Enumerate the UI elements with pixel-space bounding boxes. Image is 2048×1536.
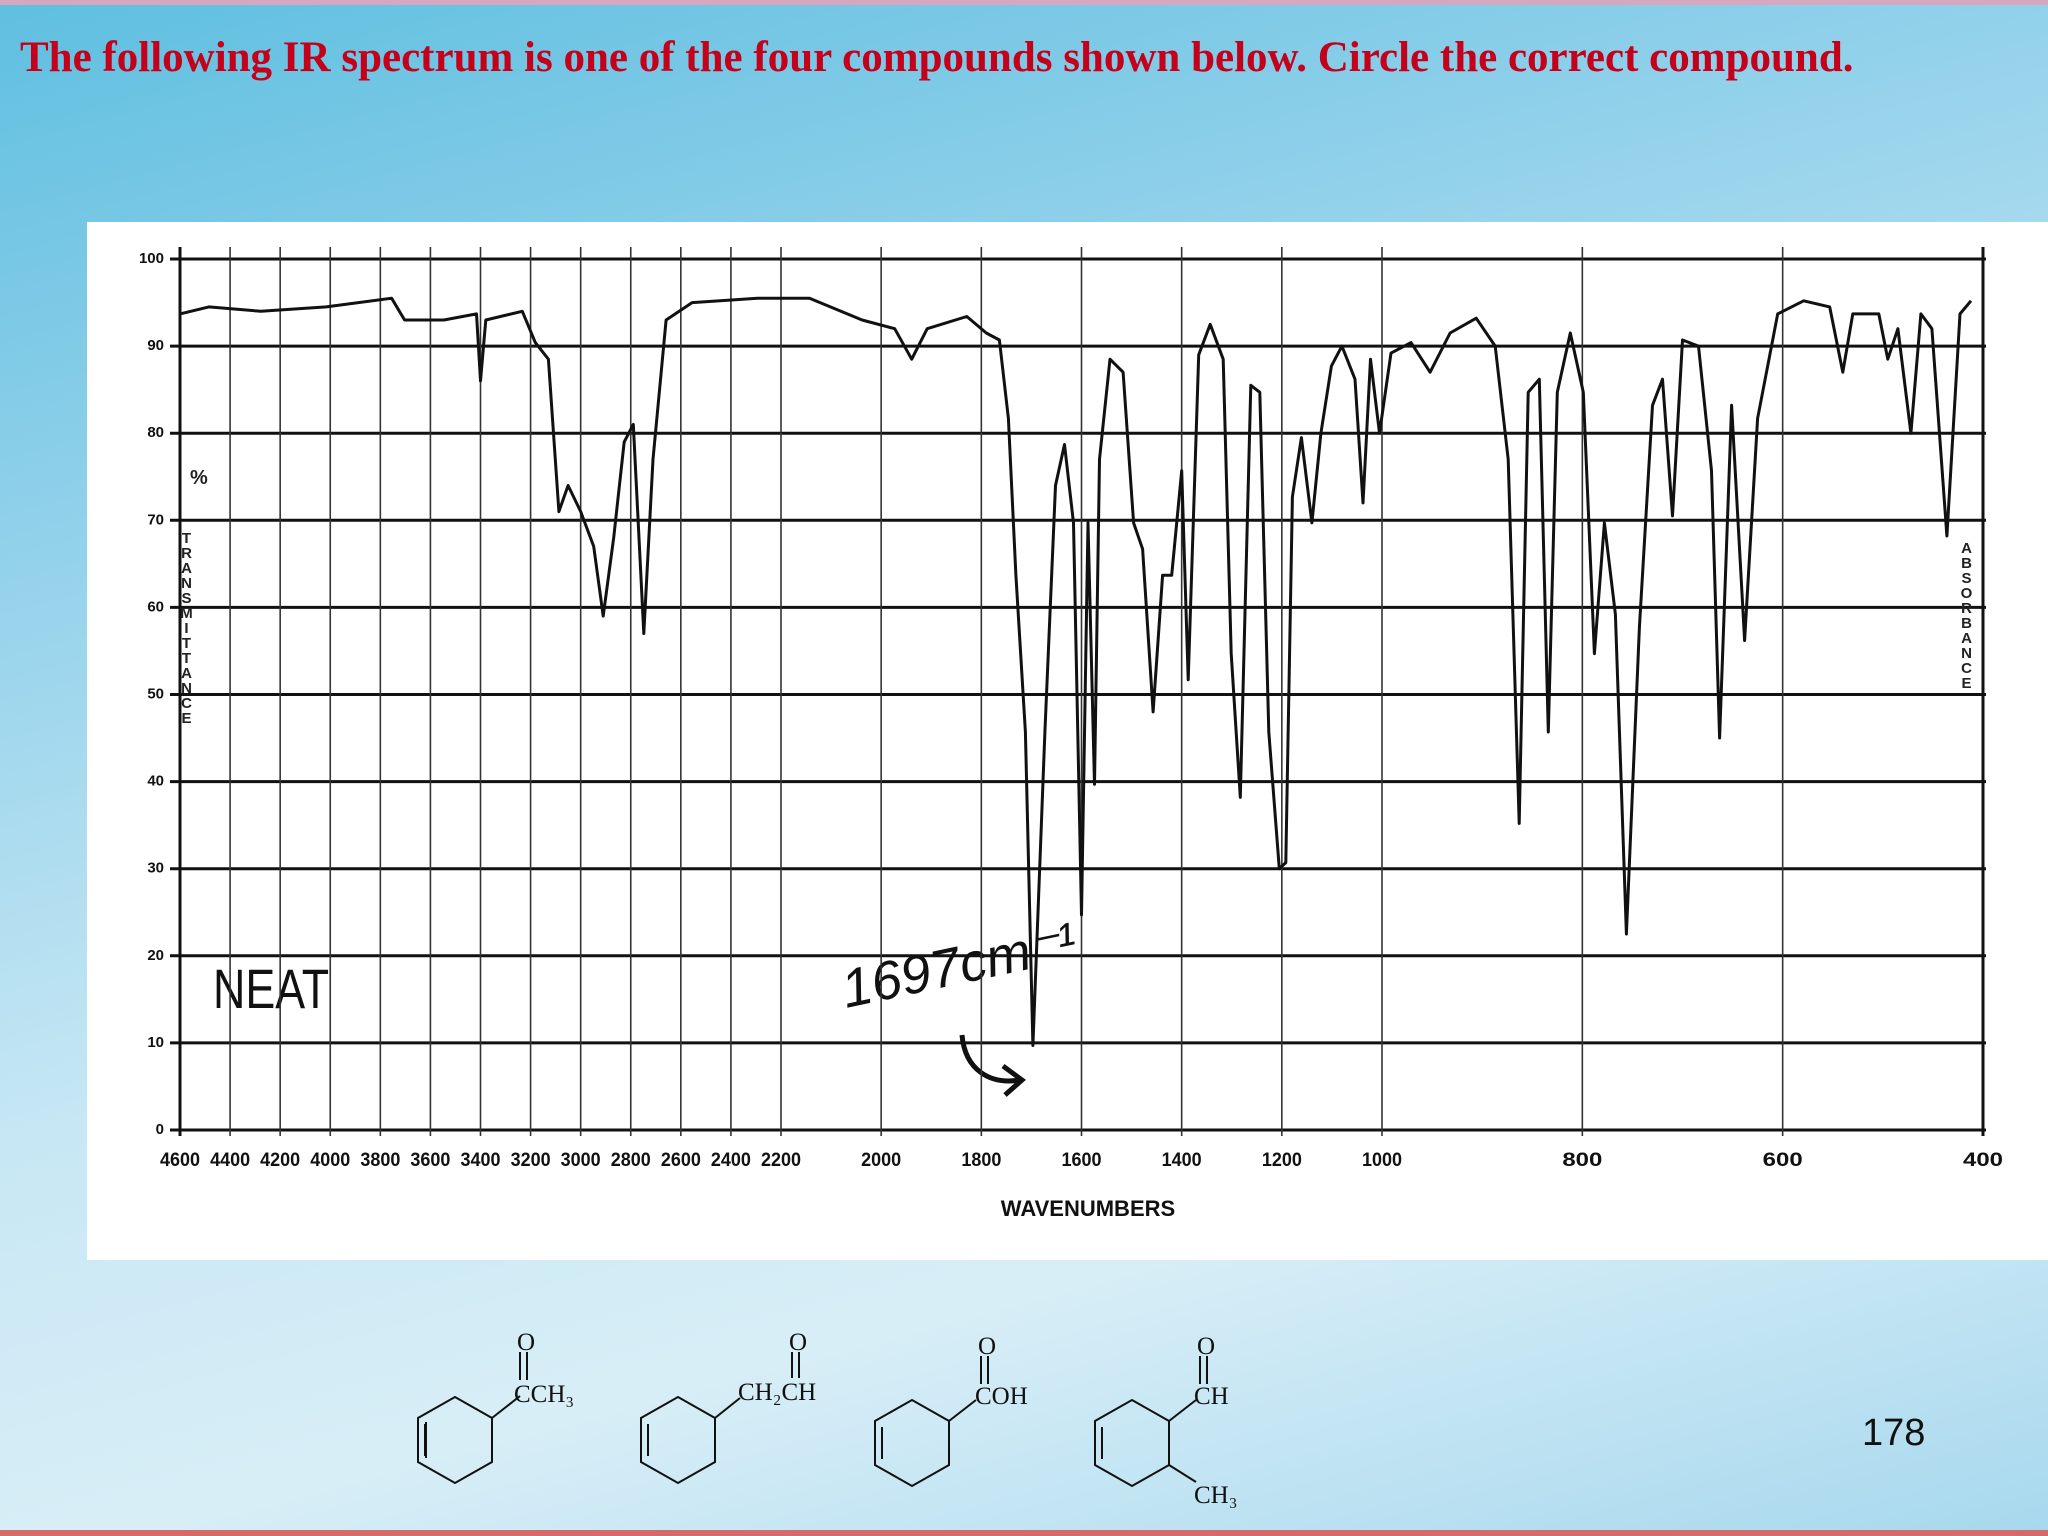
x-tick-label: 2000 [861,1150,901,1171]
annotation: NEAT [213,957,329,1020]
slide-title: The following IR spectrum is one of the … [20,34,1854,81]
bond [491,1395,521,1419]
y-tick-label: 60 [147,598,164,615]
x-tick-label: 4400 [210,1150,250,1171]
x-tick-label: 2800 [611,1150,651,1171]
annotation: 1697cm⁻¹ [836,911,1082,1019]
x-tick-label: 4000 [310,1150,350,1171]
x-tick-label: 600 [1763,1150,1803,1171]
y-tick-label: 30 [147,860,164,877]
y-tick-label: 20 [147,947,164,964]
spectrum-panel [87,222,2048,1260]
x-tick-label: 3000 [561,1150,601,1171]
x-tick-label: 2600 [661,1150,701,1171]
x-tick-label: 3800 [360,1150,400,1171]
x-tick-label: 2400 [711,1150,751,1171]
x-tick-label: 3600 [410,1150,450,1171]
benzene-ring [640,1395,716,1485]
x-tick-label: 1200 [1262,1150,1302,1171]
bottom-bar [0,1530,2048,1536]
group-label: CH₂CH [738,1379,816,1406]
oxygen-label: O [517,1329,535,1356]
y-unit: % [190,467,208,489]
page-number: 178 [1862,1412,1926,1454]
oxygen-label: O [789,1329,807,1356]
group-label: CCH₃ [514,1381,574,1408]
top-bar [0,0,2048,5]
bond [1168,1399,1197,1422]
y2-axis-label: ABSORBANCE [1958,540,1975,690]
benzene-ring [1094,1398,1170,1488]
group-label: CH [1194,1383,1229,1410]
y-tick-label: 90 [147,337,164,354]
x-axis-label: WAVENUMBERS [1001,1196,1175,1221]
y-axis-label: TRANSMITTANCE [178,530,195,725]
bond [1168,1464,1197,1483]
structures [417,1352,1208,1488]
x-tick-label: 1800 [961,1150,1001,1171]
x-tick-label: 4200 [260,1150,300,1171]
x-tick-label: 3200 [511,1150,551,1171]
bond [714,1397,741,1419]
x-tick-label: 400 [1963,1150,2003,1171]
y-tick-label: 80 [147,424,164,441]
benzene-ring [417,1395,493,1485]
spectrum-line [179,296,1973,1047]
y-tick-label: 100 [139,250,164,267]
x-tick-label: 1600 [1062,1150,1102,1171]
x-tick-label: 3400 [461,1150,501,1171]
x-tick-label: 1000 [1362,1150,1402,1171]
y-tick-label: 10 [147,1034,164,1051]
x-tick-label: 1400 [1162,1150,1202,1171]
y-tick-label: 40 [147,773,164,790]
bond [948,1399,977,1422]
group-label: COH [975,1383,1028,1410]
x-tick-label: 4600 [160,1150,200,1171]
benzene-ring [874,1398,950,1488]
y-tick-label: 0 [156,1121,164,1138]
x-tick-label: 800 [1562,1150,1602,1171]
x-tick-label: 2200 [761,1150,801,1171]
oxygen-label: O [978,1333,996,1360]
y-tick-label: 70 [147,511,164,528]
group-label: CH₃ [1194,1482,1237,1509]
oxygen-label: O [1197,1333,1215,1360]
y-tick-label: 50 [147,685,164,702]
